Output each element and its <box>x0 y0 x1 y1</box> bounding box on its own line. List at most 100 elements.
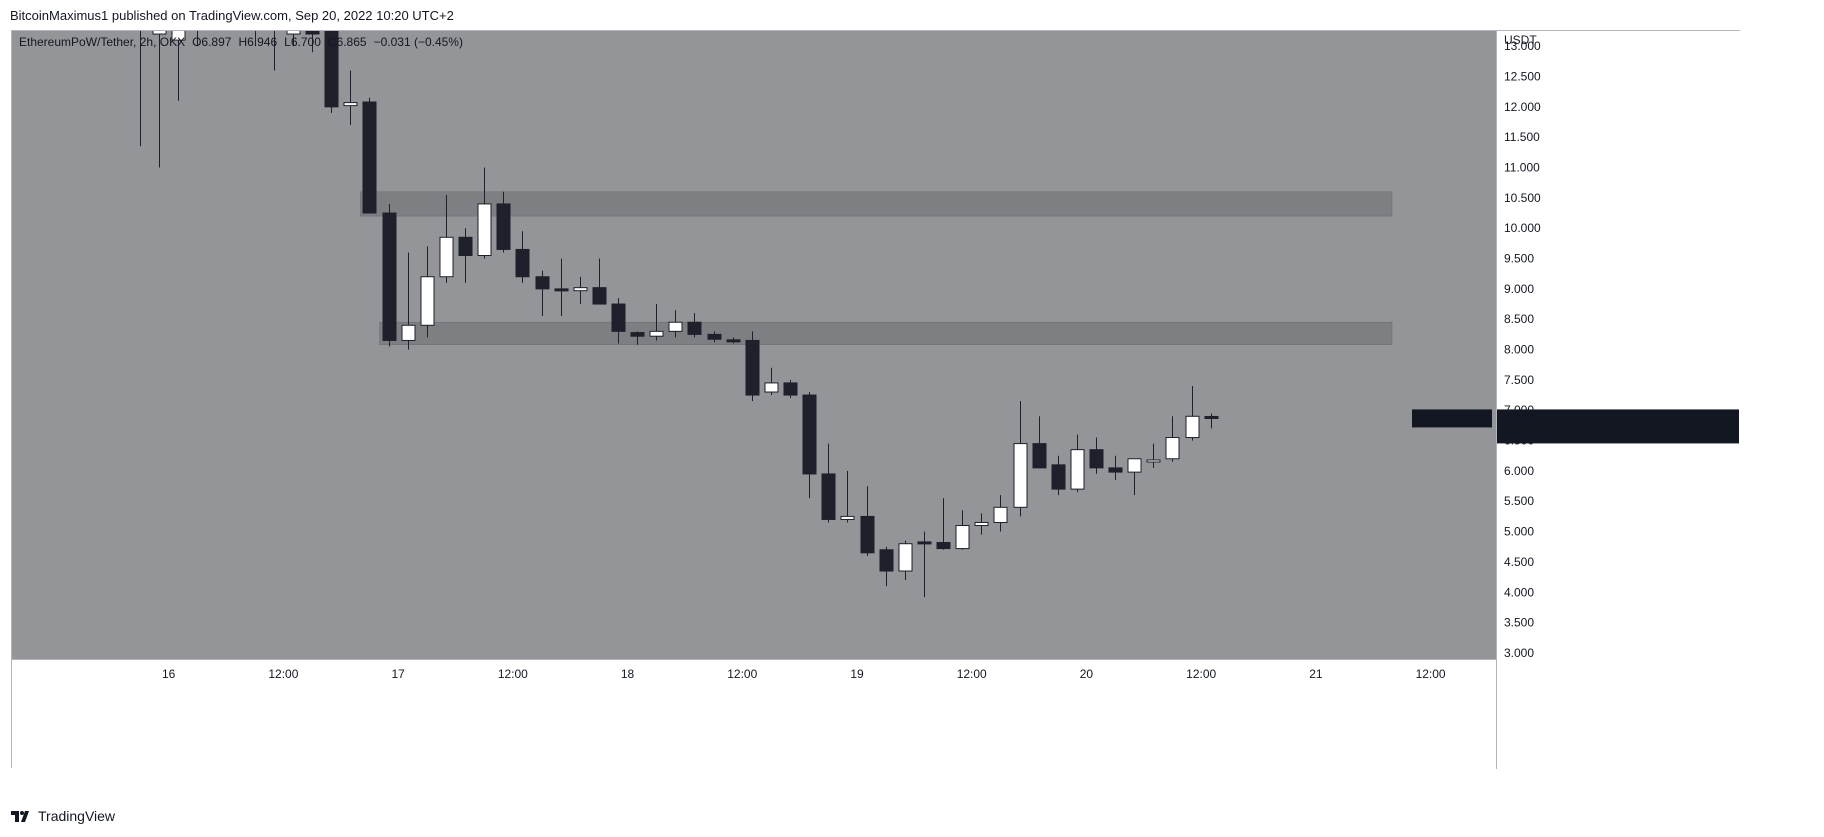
y-tick-label: 4.000 <box>1504 585 1534 599</box>
legend-change: −0.031 (−0.45%) <box>374 35 463 49</box>
y-tick-label: 12.500 <box>1504 70 1541 84</box>
last-price-value: 6.865 <box>1504 411 1534 425</box>
candle-body <box>917 541 932 545</box>
candle-body <box>840 515 855 520</box>
x-tick-label: 12:00 <box>727 667 757 681</box>
y-tick-label: 9.000 <box>1504 282 1534 296</box>
legend-low-value: 6.700 <box>291 35 321 49</box>
x-tick-label: 16 <box>162 667 176 681</box>
tradingview-logo[interactable]: TradingView <box>10 808 115 824</box>
legend-high-value: 6.946 <box>247 35 277 49</box>
zone-rectangle-1[interactable] <box>360 191 1393 217</box>
candle-body <box>515 248 530 278</box>
candle-body <box>974 521 989 527</box>
candle-body <box>1051 464 1066 490</box>
y-tick-label: 10.500 <box>1504 191 1541 205</box>
candle-body <box>879 549 894 572</box>
y-tick-label: 11.000 <box>1504 161 1540 175</box>
x-tick-label: 19 <box>850 667 864 681</box>
symbol-badge <box>1412 409 1492 428</box>
x-tick-label: 12:00 <box>268 667 298 681</box>
candle-body <box>802 394 817 475</box>
candle-body <box>1108 467 1123 473</box>
candle-body <box>535 276 550 290</box>
legend-open-label: O <box>192 35 201 49</box>
x-tick-label: 12:00 <box>957 667 987 681</box>
candle-body <box>573 287 588 292</box>
legend-high-label: H <box>238 35 247 49</box>
candle-body <box>936 542 951 550</box>
candle-body <box>1146 459 1161 463</box>
legend-close-label: C <box>328 35 337 49</box>
candle-body <box>687 321 702 335</box>
candle-body <box>343 102 358 107</box>
x-tick-label: 12:00 <box>1186 667 1216 681</box>
y-tick-label: 4.500 <box>1504 555 1534 569</box>
candle-body <box>764 382 779 393</box>
candle-body <box>324 31 339 108</box>
y-tick-label: 5.500 <box>1504 494 1534 508</box>
candle-body <box>1165 437 1180 460</box>
y-tick-label: 8.000 <box>1504 343 1534 357</box>
candle-body <box>458 236 473 257</box>
x-tick-label: 21 <box>1309 667 1323 681</box>
publisher-line: BitcoinMaximus1 published on TradingView… <box>10 8 454 23</box>
candle-body <box>993 506 1008 523</box>
candle-body <box>439 236 454 278</box>
candle-body <box>382 212 397 341</box>
candle-body <box>554 288 569 292</box>
candle-body <box>1032 443 1047 469</box>
y-tick-label: 8.500 <box>1504 312 1534 326</box>
time-axis[interactable] <box>12 659 1496 769</box>
candle-body <box>401 324 416 341</box>
x-tick-label: 12:00 <box>498 667 528 681</box>
candle-body <box>171 31 186 41</box>
y-tick-label: 3.000 <box>1504 646 1534 660</box>
y-tick-label: 13.000 <box>1504 39 1541 53</box>
price-axis[interactable] <box>1496 31 1740 769</box>
y-tick-label: 5.000 <box>1504 525 1534 539</box>
candle-body <box>955 525 970 550</box>
y-tick-label: 6.000 <box>1504 464 1534 478</box>
y-tick-label: 7.500 <box>1504 373 1534 387</box>
candle-body <box>783 382 798 396</box>
candle-body <box>898 543 913 572</box>
candle-body <box>152 31 167 35</box>
candle-body <box>420 276 435 326</box>
candle-body <box>496 203 511 250</box>
candle-body <box>745 339 760 396</box>
candle-body <box>1013 443 1028 508</box>
legend-close-value: 6.865 <box>337 35 367 49</box>
candle-body <box>592 287 607 305</box>
candle-body <box>1089 449 1104 469</box>
x-tick-label: 17 <box>391 667 405 681</box>
candle-body <box>668 321 683 332</box>
x-tick-label: 20 <box>1080 667 1094 681</box>
candle-body <box>649 330 664 337</box>
candle-body <box>1204 415 1219 419</box>
candle-body <box>726 339 741 343</box>
candle-body <box>286 31 301 35</box>
axis-currency-label: USDT <box>1504 33 1537 47</box>
legend-open-value: 6.897 <box>201 35 231 49</box>
zone-rectangle-2[interactable] <box>379 321 1393 345</box>
candle-body <box>362 101 377 214</box>
candle-body <box>1185 415 1200 439</box>
candle-body <box>305 31 320 35</box>
chart-legend: EthereumPoW/Tether, 2h, OKX O6.897 H6.946 L… <box>19 35 463 49</box>
y-tick-label: 3.500 <box>1504 616 1534 630</box>
candle-body <box>860 515 875 554</box>
tradingview-brand-text: TradingView <box>38 808 116 824</box>
legend-symbol: EthereumPoW/Tether, 2h, OKX <box>19 35 185 49</box>
candle-body <box>611 303 626 332</box>
candlestick-chart[interactable]: USDT 3.000 3.500 4.000 4.500 5.000 5.500 6.000 6… <box>12 31 1740 769</box>
x-tick-label: 18 <box>621 667 635 681</box>
candle-body <box>630 332 645 337</box>
tradingview-logo-icon <box>11 811 29 822</box>
y-tick-label: 11.500 <box>1504 130 1540 144</box>
candle-body <box>707 333 722 340</box>
legend-low-label: L <box>284 35 291 49</box>
candle-body <box>1070 449 1085 490</box>
chart-container[interactable]: USDT 3.000 3.500 4.000 4.500 5.000 5.500 6.000 6… <box>11 30 1740 769</box>
y-tick-label: 9.500 <box>1504 252 1534 266</box>
